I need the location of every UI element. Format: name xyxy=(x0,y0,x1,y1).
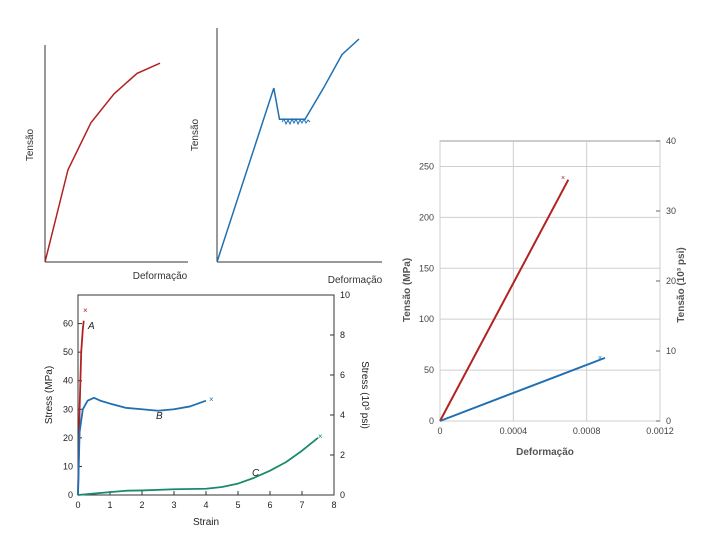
deform-xlabel: Deformação xyxy=(516,447,574,458)
deform-y-ticks: 0 50 100 150 200 250 xyxy=(419,161,434,426)
strain-y-right-tick-label: 4 xyxy=(340,410,345,420)
strain-x-tick-label: 4 xyxy=(203,500,208,510)
curve1-xlabel: Deformação xyxy=(133,271,188,282)
strain-y-tick-label: 20 xyxy=(63,433,73,443)
strain-y-right-tick-label: 2 xyxy=(340,450,345,460)
label-curve-a: A xyxy=(87,321,95,332)
strain-ylabel-right: Stress (10³ psi) xyxy=(359,361,370,429)
deform-y-right-tick-label: 20 xyxy=(666,276,676,286)
deform-y-tick-label: 150 xyxy=(419,263,434,273)
strain-y-tick-label: 0 xyxy=(68,490,73,500)
strain-ylabel: Stress (MPa) xyxy=(44,366,55,424)
strain-x-tick-label: 5 xyxy=(235,500,240,510)
strain-series-group xyxy=(77,320,319,496)
panel-deform: 0 0.0004 0.0008 0.0012 0 50 100 150 200 250 0 10 2… xyxy=(402,136,687,458)
curve1-series-line xyxy=(44,62,161,263)
deform-y-right-tick-label: 40 xyxy=(666,136,676,146)
strain-y-tick-label: 50 xyxy=(63,347,73,357)
strain-series-c xyxy=(77,437,319,496)
deform-y-right-tick-label: 30 xyxy=(666,206,676,216)
deform-y-right-tick-label: 0 xyxy=(666,416,671,426)
strain-y-tick-label: 60 xyxy=(63,319,73,329)
strain-y-ticks-right: 0 2 4 6 8 10 xyxy=(330,290,350,500)
curve2-xlabel: Deformação xyxy=(328,275,383,286)
deform-series-group xyxy=(439,179,606,422)
curve2-ylabel: Tensão xyxy=(190,118,201,151)
deform-y-tick-label: 100 xyxy=(419,314,434,324)
deform-y-tick-label: 0 xyxy=(429,416,434,426)
deform-y-tick-label: 50 xyxy=(424,365,434,375)
deform-x-ticks: 0 0.0004 0.0008 0.0012 xyxy=(437,426,673,436)
fracture-mark-red: × xyxy=(561,175,565,182)
deform-ylabel: Tensão (MPa) xyxy=(402,258,413,322)
strain-y-right-tick-label: 0 xyxy=(340,490,345,500)
strain-y-right-tick-label: 6 xyxy=(340,370,345,380)
panel-curve1: Tensão Deformação xyxy=(25,45,188,282)
strain-series-b xyxy=(77,396,207,496)
curve1-ylabel: Tensão xyxy=(25,128,36,161)
fracture-mark-a: × xyxy=(83,306,88,315)
deform-y-right-tick-label: 10 xyxy=(666,346,676,356)
deform-x-tick-label: 0.0008 xyxy=(573,426,601,436)
strain-x-tick-label: 3 xyxy=(171,500,176,510)
strain-y-tick-label: 40 xyxy=(63,376,73,386)
fracture-mark-blue: × xyxy=(598,355,602,362)
strain-x-tick-label: 8 xyxy=(331,500,336,510)
deform-y-tick-label: 250 xyxy=(419,161,434,171)
deform-plot-frame xyxy=(439,140,661,422)
strain-x-tick-label: 6 xyxy=(267,500,272,510)
strain-y-tick-label: 30 xyxy=(63,404,73,414)
strain-y-right-tick-label: 8 xyxy=(340,330,345,340)
fracture-mark-b: × xyxy=(209,395,214,404)
strain-x-tick-label: 1 xyxy=(107,500,112,510)
strain-xlabel: Strain xyxy=(193,517,219,528)
curve2-series-line xyxy=(216,38,360,263)
label-curve-c: C xyxy=(252,468,260,479)
fracture-mark-c: × xyxy=(318,432,323,441)
deform-y-tick-label: 200 xyxy=(419,212,434,222)
strain-y-right-tick-label: 10 xyxy=(340,290,350,300)
deform-series-blue xyxy=(439,356,606,422)
deform-x-tick-label: 0 xyxy=(437,426,442,436)
strain-plot-frame xyxy=(77,294,335,496)
strain-x-tick-label: 7 xyxy=(299,500,304,510)
panel-curve2: Tensão Deformação xyxy=(190,28,383,286)
deform-x-tick-label: 0.0004 xyxy=(500,426,528,436)
deform-y-ticks-right: 0 10 20 30 40 xyxy=(656,136,676,426)
deform-x-tick-label: 0.0012 xyxy=(646,426,674,436)
curve2-yield-noise xyxy=(281,117,311,126)
strain-x-tick-label: 0 xyxy=(75,500,80,510)
deform-ylabel-right: Tensão (10³ psi) xyxy=(676,247,687,322)
deform-series-red xyxy=(439,179,570,422)
panel-strain: 0 1 2 3 4 5 6 7 8 0 10 20 30 40 50 60 0 2 4 6 8 10 Strain S… xyxy=(44,290,370,528)
strain-y-tick-label: 10 xyxy=(63,461,73,471)
strain-x-tick-label: 2 xyxy=(139,500,144,510)
label-curve-b: B xyxy=(156,411,163,422)
